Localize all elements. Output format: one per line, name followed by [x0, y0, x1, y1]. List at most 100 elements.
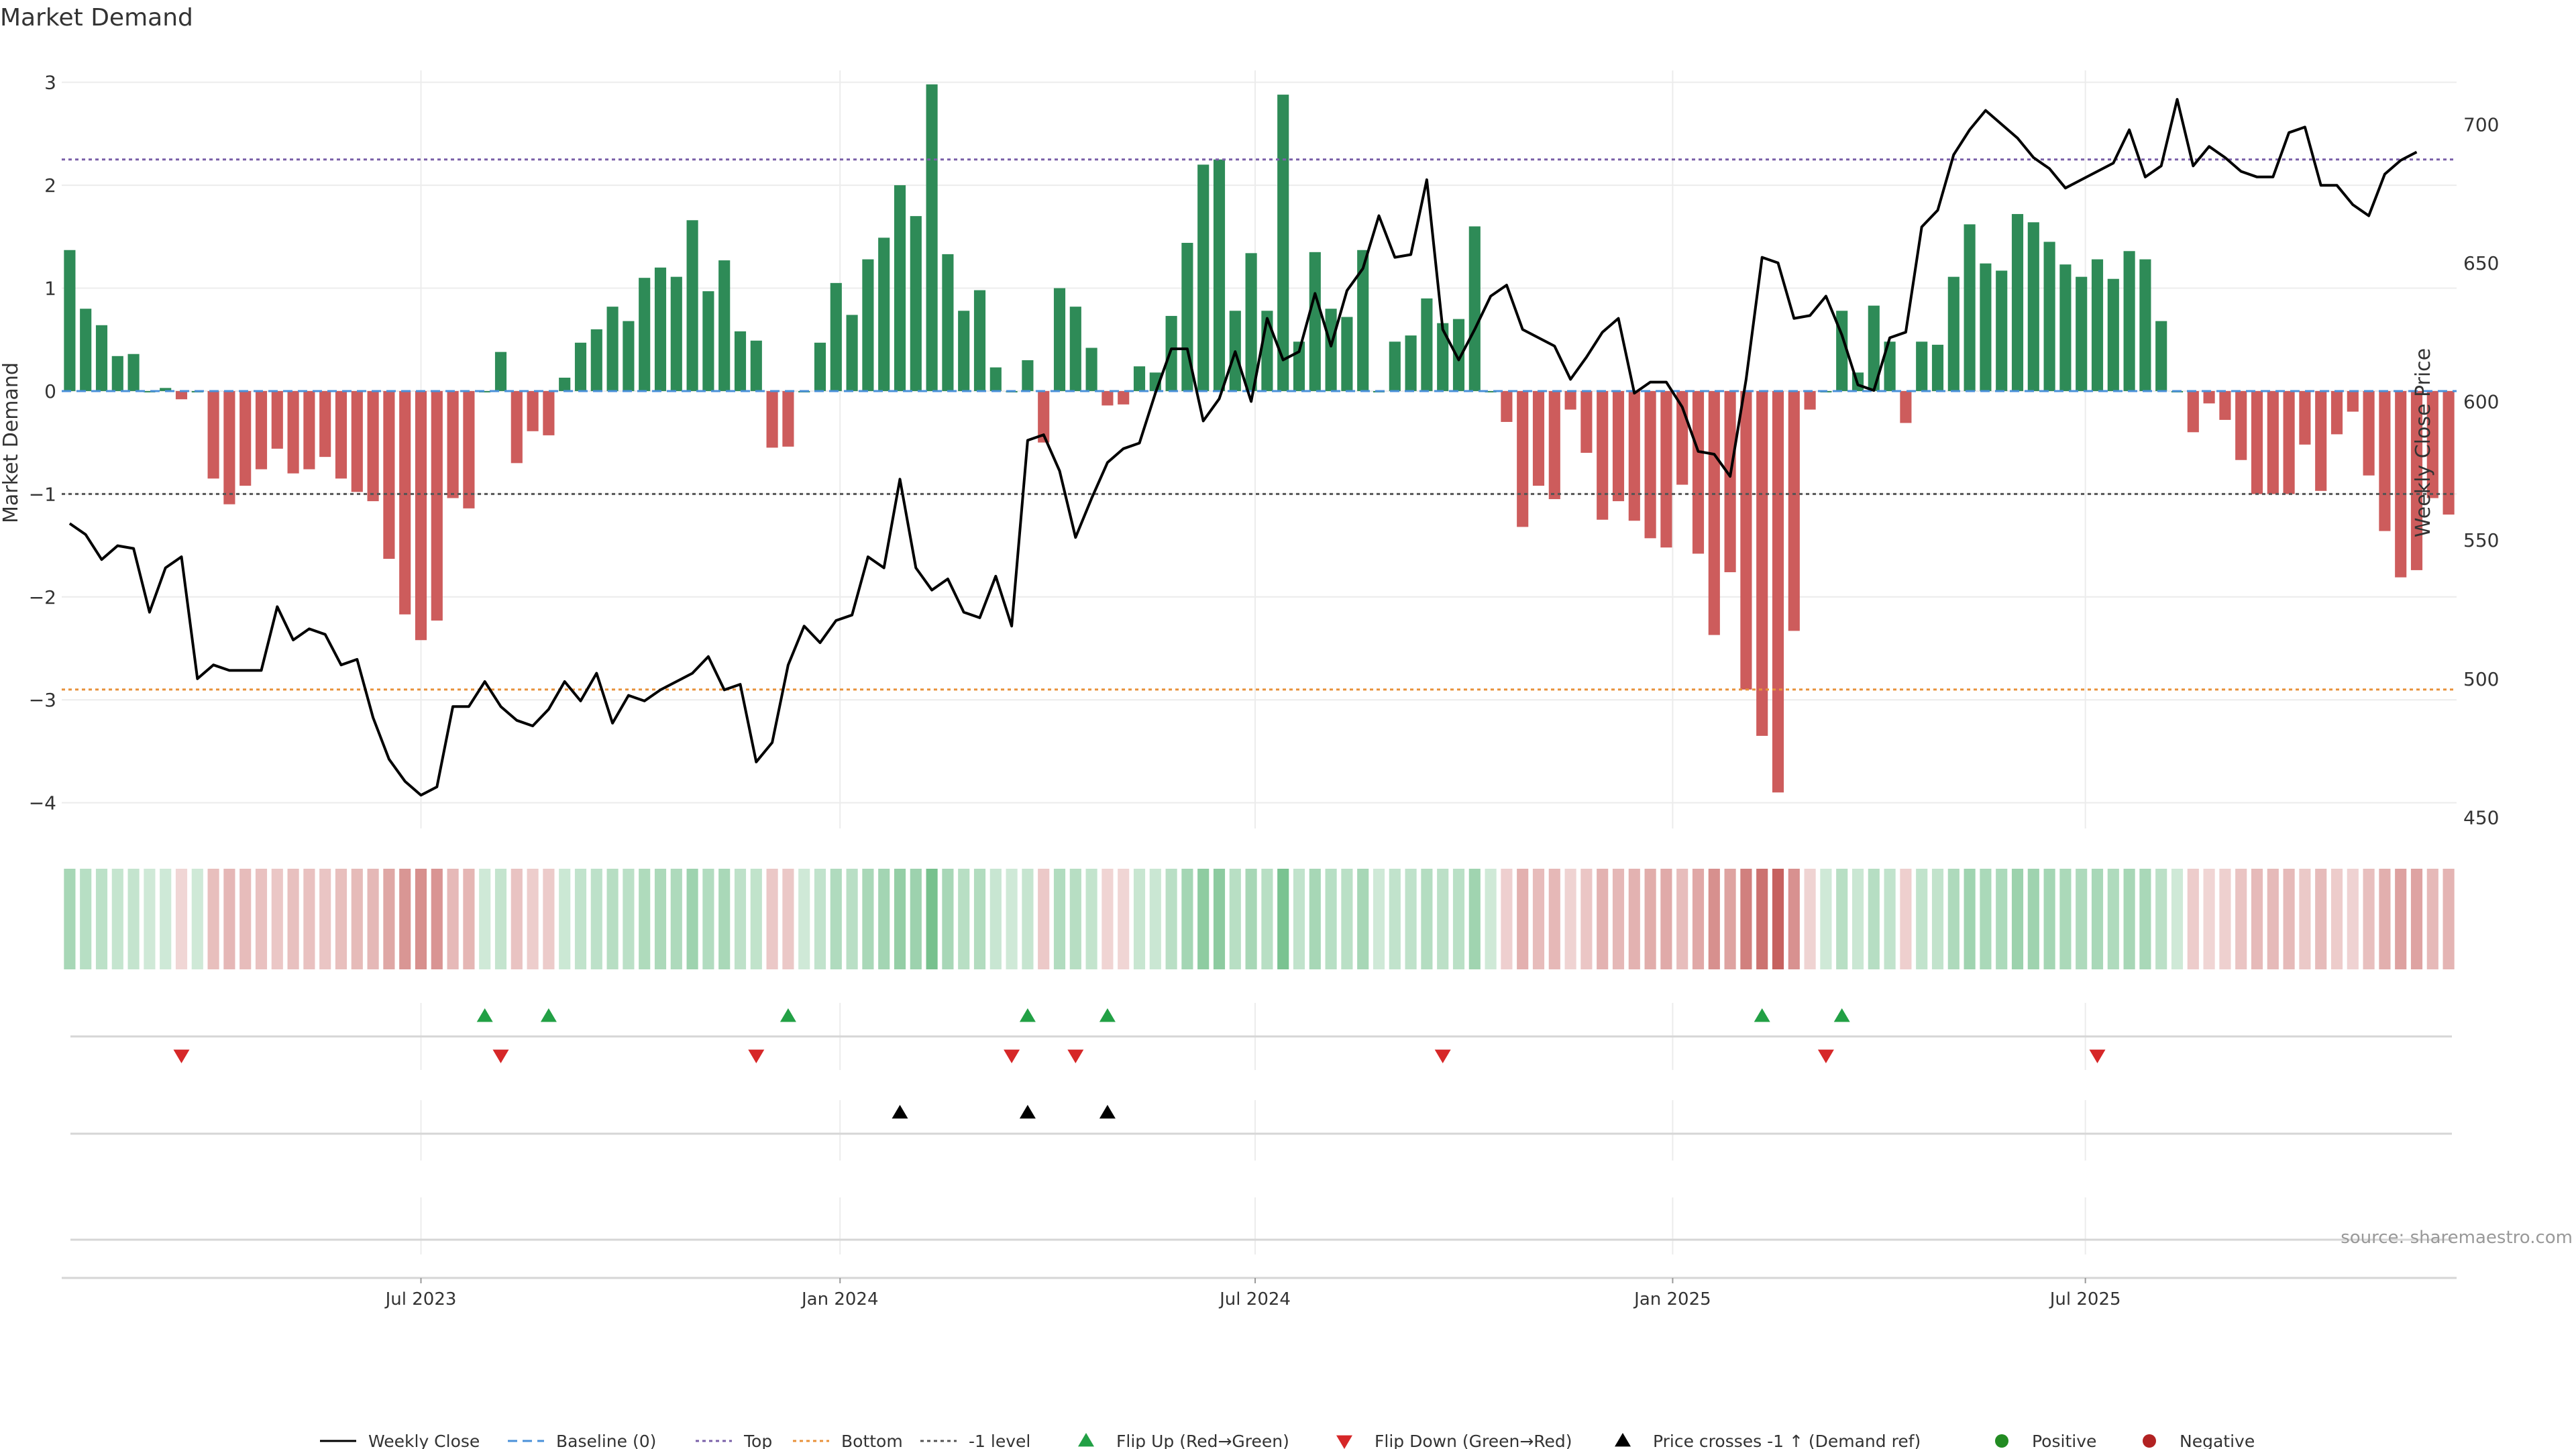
heat-cell-positive: [1421, 869, 1433, 969]
positive-bar: [926, 84, 938, 391]
heat-cell-negative: [2219, 869, 2231, 969]
heat-cell-positive: [1884, 869, 1896, 969]
heat-cell-positive: [1947, 869, 1960, 969]
negative-bar: [2347, 390, 2359, 412]
positive-bar: [1868, 305, 1880, 391]
negative-bar: [2443, 390, 2455, 515]
heat-cell-negative: [1708, 869, 1720, 969]
negative-bar: [1612, 390, 1625, 502]
demand-bars: [64, 84, 2455, 793]
heat-cell-positive: [2123, 869, 2135, 969]
heat-cell-positive: [862, 869, 874, 969]
heat-cell-positive: [1437, 869, 1449, 969]
legend-label: Flip Down (Green→Red): [1375, 1432, 1572, 1449]
heat-cell-positive: [559, 869, 571, 969]
flip-down-marker: [1004, 1049, 1020, 1063]
positive-bar: [144, 390, 156, 392]
flip-down-marker: [173, 1049, 190, 1063]
legend-label: -1 level: [969, 1432, 1030, 1449]
legend-item: Flip Up (Red→Green): [1078, 1432, 1289, 1449]
heat-cell-positive: [814, 869, 826, 969]
positive-bar: [80, 309, 92, 391]
heat-cell-negative: [351, 869, 363, 969]
y2-tick-label: 550: [2463, 529, 2499, 551]
heat-cell-negative: [1676, 869, 1688, 969]
heat-cell-positive: [1868, 869, 1880, 969]
flip-up-marker: [540, 1008, 557, 1022]
negative-bar: [527, 390, 539, 431]
heat-cell-negative: [431, 869, 443, 969]
heat-cell-negative: [463, 869, 475, 969]
left-axis: 3 2 1 0 −1 −2 −3 −4: [29, 72, 56, 814]
flip-up-marker: [780, 1008, 796, 1022]
negative-bar: [1644, 390, 1656, 539]
legend-swatch: [1615, 1433, 1631, 1447]
empty-panel-gridlines: [70, 1197, 2452, 1254]
positive-bar: [1085, 347, 1097, 391]
y-tick-label: −4: [29, 792, 56, 814]
positive-bar: [2091, 259, 2104, 391]
negative-bar: [1038, 390, 1050, 443]
legend-item: Baseline (0): [508, 1432, 656, 1449]
price-cross-marker: [1099, 1105, 1116, 1119]
negative-bar: [399, 390, 411, 614]
positive-bar: [1197, 164, 1210, 391]
positive-bar: [846, 315, 858, 391]
flip-down-marker: [1067, 1049, 1084, 1063]
x-tick-label: Jul 2025: [2049, 1289, 2121, 1309]
positive-bar: [734, 331, 747, 391]
negative-bar: [2395, 390, 2407, 578]
legend-item: Positive: [1995, 1432, 2096, 1449]
negative-bar: [1564, 390, 1576, 410]
heat-cell-positive: [1277, 869, 1289, 969]
legend-item: -1 level: [920, 1432, 1030, 1449]
heat-cell-positive: [798, 869, 810, 969]
heat-cell-positive: [1309, 869, 1321, 969]
legend-item: Flip Down (Green→Red): [1336, 1432, 1572, 1449]
heat-cell-negative: [1804, 869, 1816, 969]
heat-cell-positive: [1261, 869, 1273, 969]
y2-axis-label: Weekly Close Price: [2412, 348, 2435, 537]
heat-cell-positive: [1053, 869, 1066, 969]
positive-bar: [606, 307, 619, 391]
heat-cell-positive: [494, 869, 507, 969]
negative-bar: [1628, 390, 1640, 521]
positive-bar: [878, 237, 890, 391]
heat-cell-negative: [2395, 869, 2407, 969]
price-line: [68, 98, 2418, 797]
positive-bar: [95, 325, 108, 391]
heat-cell-negative: [2315, 869, 2327, 969]
heat-cell-negative: [319, 869, 331, 969]
heat-cell-positive: [2107, 869, 2119, 969]
positive-bar: [1468, 226, 1481, 391]
positive-bar: [1213, 159, 1226, 391]
y-tick-label: 2: [44, 174, 56, 197]
negative-bar: [207, 390, 219, 479]
negative-bar: [303, 390, 315, 470]
heat-cell-positive: [574, 869, 587, 969]
heat-cell-negative: [1597, 869, 1609, 969]
heat-cell-positive: [830, 869, 842, 969]
x-tick-label: Jan 2025: [1633, 1289, 1711, 1309]
heat-cell-positive: [750, 869, 762, 969]
heat-cell-negative: [1118, 869, 1130, 969]
source-credit: source: sharemaestro.com: [2341, 1228, 2573, 1248]
negative-bar: [2235, 390, 2247, 460]
heat-cell-negative: [1756, 869, 1768, 969]
negative-bar: [2187, 390, 2199, 433]
heat-cell-positive: [894, 869, 906, 969]
heat-cell-negative: [1740, 869, 1752, 969]
heat-cell-negative: [1900, 869, 1912, 969]
positive-bar: [654, 267, 667, 391]
negative-bar: [175, 390, 188, 400]
positive-bar: [623, 321, 635, 391]
legend-label: Negative: [2180, 1432, 2255, 1449]
y-tick-label: −2: [29, 586, 56, 608]
heat-cell-positive: [989, 869, 1002, 969]
heat-cell-positive: [1133, 869, 1146, 969]
heat-cell-positive: [1293, 869, 1305, 969]
positive-bar: [1884, 341, 1896, 391]
events-panel: [70, 1003, 2452, 1070]
legend-item: Negative: [2143, 1432, 2255, 1449]
heat-cell-positive: [926, 869, 938, 969]
